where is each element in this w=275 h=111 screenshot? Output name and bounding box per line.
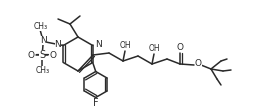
Text: CH₃: CH₃: [33, 22, 47, 31]
Text: O: O: [28, 51, 35, 60]
Text: O: O: [177, 44, 183, 53]
Text: CH₃: CH₃: [35, 66, 49, 75]
Text: O: O: [50, 51, 57, 60]
Text: OH: OH: [119, 42, 131, 51]
Text: N: N: [95, 40, 101, 49]
Text: OH: OH: [148, 45, 160, 54]
Text: O: O: [194, 59, 202, 68]
Text: F: F: [93, 97, 98, 107]
Text: N: N: [40, 36, 47, 45]
Text: S: S: [39, 51, 45, 60]
Text: N: N: [54, 40, 61, 49]
